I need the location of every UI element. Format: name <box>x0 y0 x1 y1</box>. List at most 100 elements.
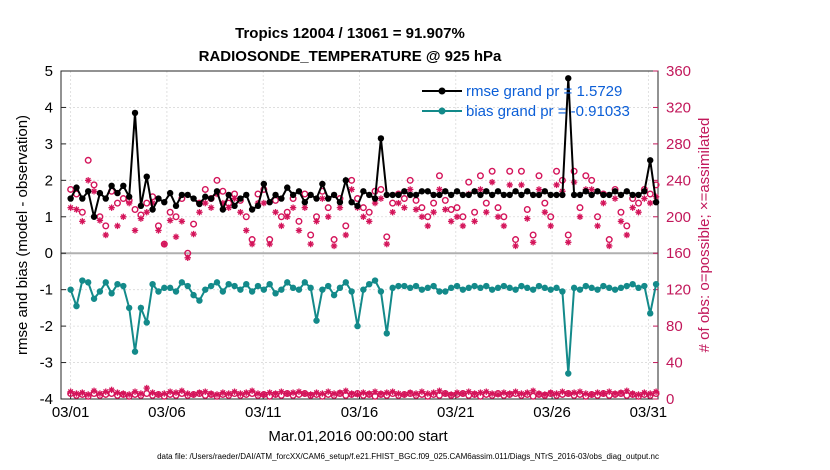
asterisk-stroke <box>173 389 179 396</box>
assimilated_bottom-point <box>120 390 127 397</box>
y-tick-label: 2 <box>45 172 53 189</box>
rmse-point <box>635 191 642 199</box>
possible-point <box>400 195 408 203</box>
asterisk-stroke <box>419 214 425 220</box>
possible-point <box>576 204 584 212</box>
asterisk-stroke <box>185 255 191 261</box>
assimilated-point <box>143 209 150 216</box>
bias-point <box>641 282 648 290</box>
bias-point <box>588 284 595 292</box>
y-axis-right-label: # of obs: o=possible; ×=assimilated <box>696 118 713 353</box>
asterisk-stroke <box>360 389 367 396</box>
asterisk-stroke <box>173 234 179 240</box>
rmse-point <box>582 188 590 195</box>
rmse-point <box>565 75 572 82</box>
asterisk-stroke <box>524 389 530 396</box>
assimilated_bottom-point <box>114 389 121 396</box>
bias-point <box>166 284 174 292</box>
asterisk-stroke <box>413 206 419 213</box>
possible-point <box>67 185 75 193</box>
asterisk-stroke <box>588 391 595 398</box>
possible-point <box>190 220 198 228</box>
assimilated_bottom-point <box>652 388 660 395</box>
rmse-point <box>102 195 109 202</box>
asterisk-stroke <box>237 209 244 215</box>
asterisk-stroke <box>91 188 97 194</box>
bias-point <box>73 302 80 310</box>
possible_bottom-point <box>529 392 537 400</box>
asterisk-stroke <box>553 390 560 397</box>
rmse-point <box>442 188 449 195</box>
assimilated-point <box>125 199 133 207</box>
assimilated_bottom-point <box>342 387 349 394</box>
bias-point <box>272 290 279 297</box>
bias-point <box>284 279 291 286</box>
rmse-point <box>500 191 508 199</box>
asterisk-stroke <box>401 391 408 398</box>
assimilated_bottom-point <box>418 388 426 395</box>
asterisk-stroke <box>278 389 285 395</box>
asterisk-stroke <box>348 390 355 397</box>
bias-point <box>202 286 209 293</box>
assimilated_bottom-point <box>547 389 554 396</box>
bias-point <box>330 291 338 299</box>
asterisk-stroke <box>454 214 460 220</box>
rmse-point <box>436 191 443 199</box>
rmse-point <box>96 189 104 197</box>
asterisk-stroke <box>243 389 249 396</box>
asterisk-stroke <box>530 239 536 245</box>
assimilated-point <box>272 209 279 216</box>
assimilated-point <box>565 239 572 246</box>
asterisk-stroke <box>196 389 203 396</box>
assimilated-point <box>90 188 98 195</box>
assimilated-point <box>366 218 373 225</box>
possible-point <box>131 205 139 213</box>
possible-point <box>529 231 537 239</box>
legend-bias-label: bias grand pr = -0.91033 <box>466 103 630 120</box>
asterisk-stroke <box>466 389 472 395</box>
rmse-point <box>348 199 355 206</box>
rmse-point <box>248 206 256 213</box>
asterisk-stroke <box>507 182 513 188</box>
asterisk-stroke <box>220 389 226 396</box>
y-right-tick-label: 200 <box>666 209 691 226</box>
asterisk-stroke <box>600 390 607 397</box>
assimilated_bottom-point <box>377 390 385 397</box>
asterisk-stroke <box>85 391 91 398</box>
rmse-point <box>231 202 238 210</box>
assimilated-point <box>96 217 104 224</box>
assimilated-point <box>313 218 320 225</box>
possible-point <box>113 199 121 207</box>
asterisk-stroke <box>600 200 607 206</box>
possible-point <box>78 208 86 216</box>
asterisk-stroke <box>594 223 601 229</box>
x-axis: 03/01 03/06 03/11 03/16 03/21 03/26 03/31 <box>52 394 667 421</box>
asterisk-stroke <box>249 388 255 394</box>
possible-point <box>494 204 502 212</box>
rmse-point <box>219 206 227 213</box>
assimilated-point <box>518 181 525 189</box>
asterisk-stroke <box>231 389 238 395</box>
bias-point <box>155 288 162 295</box>
asterisk-stroke <box>161 241 167 247</box>
asterisk-stroke <box>313 218 320 225</box>
bias-point <box>266 281 273 288</box>
rmse-point <box>377 135 385 142</box>
rmse-point <box>389 191 396 199</box>
y-right-tick-label: 360 <box>666 63 691 80</box>
asterisk-stroke <box>460 390 466 397</box>
assimilated_bottom-point <box>383 389 390 396</box>
assimilated-point <box>553 181 560 189</box>
assimilated-point <box>617 218 625 225</box>
asterisk-stroke <box>120 390 127 397</box>
asterisk-stroke <box>67 389 74 395</box>
assimilated_bottom-point <box>629 390 636 397</box>
asterisk-stroke <box>196 209 203 215</box>
assimilated-point <box>395 199 402 207</box>
asterisk-stroke <box>126 200 132 206</box>
possible-point <box>435 172 443 180</box>
bias-point <box>500 282 508 290</box>
assimilated-point <box>108 204 115 211</box>
rmse-point <box>652 199 660 206</box>
rmse-point <box>161 199 168 206</box>
